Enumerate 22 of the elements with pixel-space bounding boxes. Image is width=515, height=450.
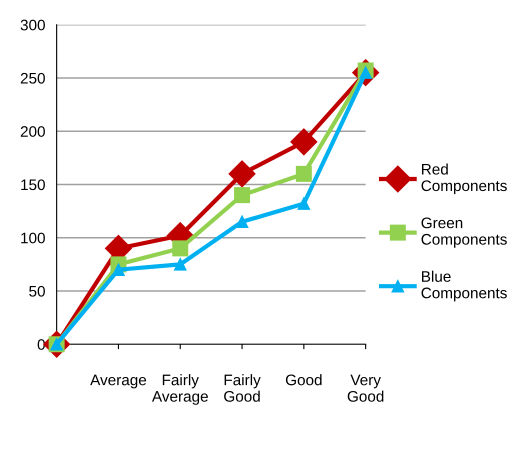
y-tick-label: 50 bbox=[29, 286, 45, 297]
y-tick-label: 250 bbox=[20, 72, 45, 84]
legend-label: Green Components bbox=[422, 217, 507, 248]
x-tick-label: Good bbox=[286, 374, 322, 386]
y-tick-label: 100 bbox=[21, 232, 45, 244]
y-tick-label: 200 bbox=[20, 126, 45, 137]
point bbox=[236, 216, 248, 228]
point bbox=[174, 258, 186, 271]
x-tick-label: Fairly Average bbox=[152, 374, 208, 405]
point bbox=[228, 160, 256, 188]
point bbox=[298, 197, 310, 210]
y-tick-label: 150 bbox=[21, 179, 45, 190]
x-tick-label: Average bbox=[90, 374, 146, 388]
point bbox=[234, 187, 250, 204]
x-tick-label: Very Good bbox=[348, 374, 384, 402]
point bbox=[172, 240, 188, 256]
point bbox=[290, 128, 318, 156]
legend-label: Red Components bbox=[422, 163, 507, 194]
point bbox=[296, 166, 312, 182]
x-tick-label: Fairly Good bbox=[224, 374, 261, 402]
legend-label: Blue Components bbox=[422, 270, 507, 302]
y-tick-label: 300 bbox=[20, 20, 45, 30]
